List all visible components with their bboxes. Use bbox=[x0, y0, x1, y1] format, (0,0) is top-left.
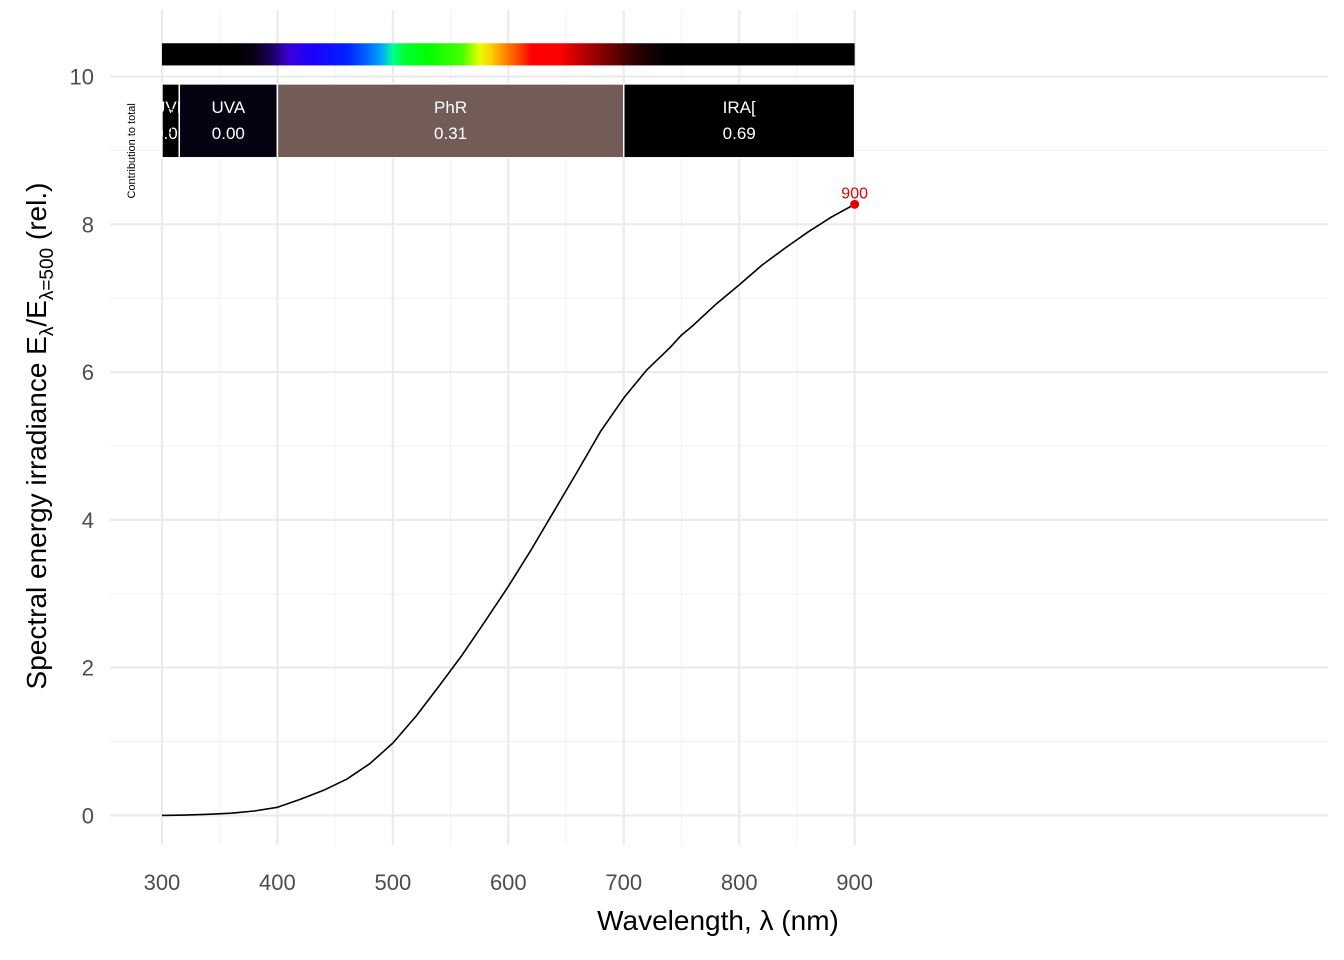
waveband-side-label: Contribution to total E (/1) bbox=[126, 103, 175, 198]
waveband-box bbox=[276, 83, 625, 159]
waveband-side-label-line2: E (/1) bbox=[163, 107, 175, 134]
x-tick-label: 700 bbox=[605, 870, 642, 895]
spectrum-color-bar bbox=[161, 43, 855, 66]
x-tick-label: 300 bbox=[144, 870, 181, 895]
y-axis-title-slash: / bbox=[21, 319, 52, 327]
waveband-name: IRA[ bbox=[723, 98, 756, 117]
y-axis-title-suffix: (rel.) bbox=[21, 183, 52, 248]
y-axis-title-denominator-sub: λ=500 bbox=[37, 248, 58, 300]
y-tick-label: 10 bbox=[70, 65, 94, 90]
waveband-name: UVA bbox=[211, 98, 245, 117]
x-tick-label: 600 bbox=[490, 870, 527, 895]
x-tick-label: 900 bbox=[836, 870, 873, 895]
x-axis-ticks: 300 400 500 600 700 800 900 bbox=[144, 870, 873, 895]
y-tick-label: 8 bbox=[82, 212, 94, 237]
y-tick-label: 0 bbox=[82, 803, 94, 828]
y-axis-title-numerator-sub: λ bbox=[37, 326, 58, 336]
waveband-value: 0.69 bbox=[723, 124, 756, 143]
y-axis-ticks: 0 2 4 6 8 10 bbox=[70, 65, 94, 829]
x-tick-label: 800 bbox=[721, 870, 758, 895]
y-axis-title-prefix: Spectral energy irradiance bbox=[21, 355, 52, 690]
y-axis-title-numerator: E bbox=[21, 336, 52, 355]
x-tick-label: 400 bbox=[259, 870, 296, 895]
y-axis-title: Spectral energy irradiance Eλ/Eλ=500 (re… bbox=[21, 183, 58, 690]
y-tick-label: 2 bbox=[82, 656, 94, 681]
series-lines bbox=[161, 203, 856, 817]
y-tick-label: 4 bbox=[82, 508, 94, 533]
peak-label: 900 bbox=[841, 185, 868, 202]
x-axis-title: Wavelength, λ (nm) bbox=[597, 905, 839, 936]
peak-marker bbox=[850, 199, 860, 209]
peak-marker-group: 900 bbox=[841, 185, 868, 209]
x-tick-label: 500 bbox=[374, 870, 411, 895]
waveband-name: PhR bbox=[434, 98, 467, 117]
waveband-side-label-line1: Contribution to total bbox=[126, 103, 138, 198]
waveband-box bbox=[178, 83, 279, 159]
y-tick-label: 6 bbox=[82, 360, 94, 385]
waveband-value: 0.31 bbox=[434, 124, 467, 143]
waveband-value: 0.00 bbox=[212, 124, 245, 143]
series-line bbox=[161, 203, 856, 817]
y-axis-title-denominator: E bbox=[21, 300, 52, 319]
waveband-box bbox=[623, 83, 856, 159]
